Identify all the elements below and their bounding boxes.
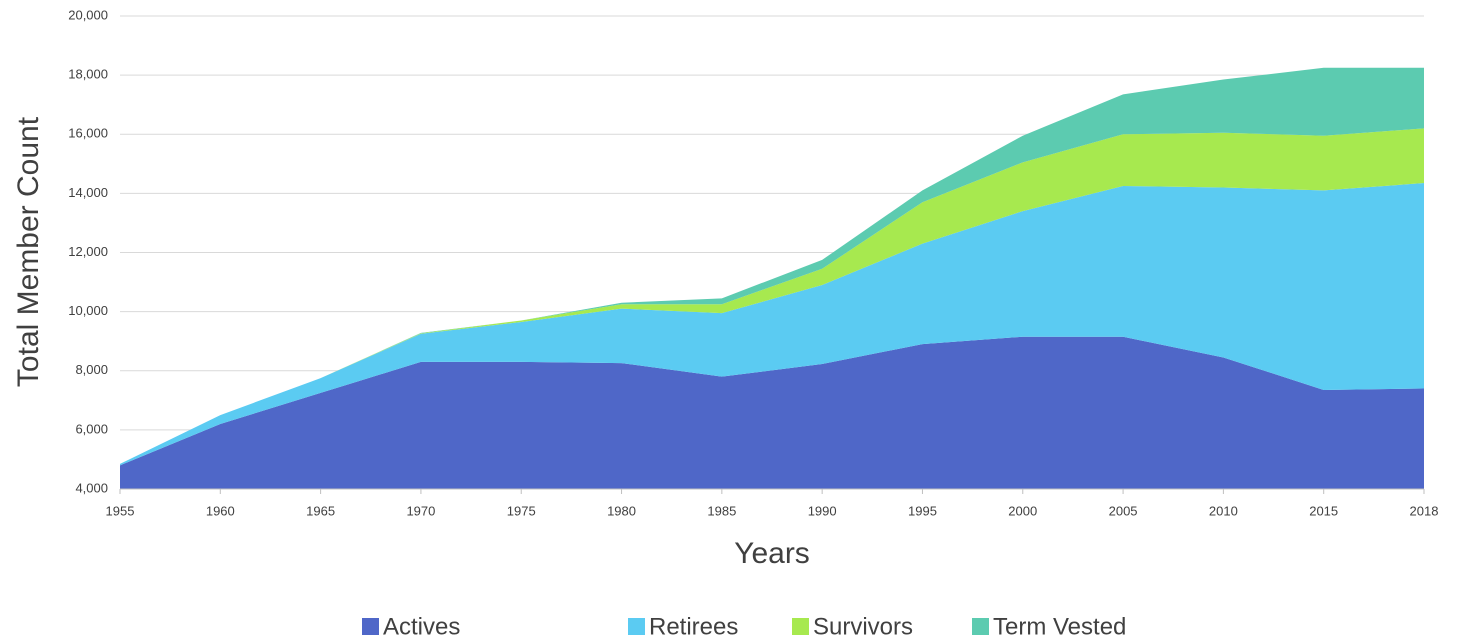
x-axis-label: Years	[734, 537, 810, 570]
x-tick-label: 1975	[507, 503, 536, 518]
x-tick-label: 1990	[808, 503, 837, 518]
x-tick-label: 2010	[1209, 503, 1238, 518]
legend-swatch	[628, 618, 645, 635]
x-tick-label: 1970	[406, 503, 435, 518]
x-tick-label: 1955	[106, 503, 135, 518]
area	[120, 128, 1424, 464]
x-tick-label: 2015	[1309, 503, 1338, 518]
legend-label: Term Vested	[993, 613, 1126, 640]
legend-label: Actives	[383, 613, 460, 640]
legend-swatch	[972, 618, 989, 635]
x-tick-label: 2000	[1008, 503, 1037, 518]
area	[120, 183, 1424, 466]
legend-swatch	[792, 618, 809, 635]
y-tick-label: 14,000	[68, 185, 108, 200]
x-tick-label: 2005	[1109, 503, 1138, 518]
y-tick-label: 20,000	[68, 7, 108, 22]
legend-label: Retirees	[649, 613, 738, 640]
y-tick-label: 16,000	[68, 126, 108, 141]
y-tick-label: 6,000	[75, 421, 108, 436]
x-tick-label: 1995	[908, 503, 937, 518]
y-tick-label: 18,000	[68, 67, 108, 82]
legend-swatch	[362, 618, 379, 635]
y-tick-label: 4,000	[75, 480, 108, 495]
y-tick-label: 8,000	[75, 362, 108, 377]
area	[120, 336, 1424, 489]
y-tick-label: 10,000	[68, 303, 108, 318]
y-axis-label: Total Member Count	[12, 116, 45, 387]
y-tick-label: 12,000	[68, 244, 108, 259]
legend-label: Survivors	[813, 613, 913, 640]
area	[120, 67, 1424, 464]
x-tick-label: 1980	[607, 503, 636, 518]
x-tick-label: 1960	[206, 503, 235, 518]
x-tick-label: 2018	[1410, 503, 1439, 518]
x-tick-label: 1965	[306, 503, 335, 518]
x-tick-label: 1985	[707, 503, 736, 518]
